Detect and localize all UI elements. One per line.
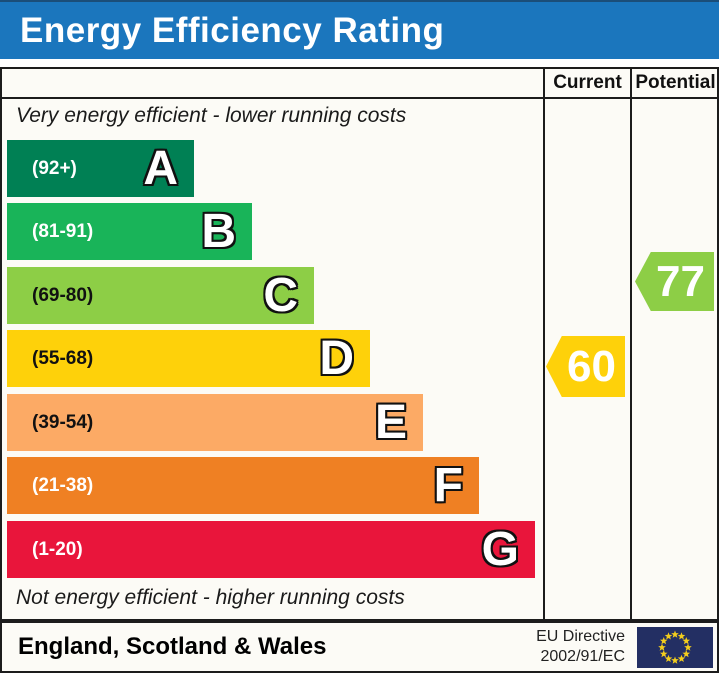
- eu-directive-label: EU Directive 2002/91/EC: [536, 623, 625, 671]
- band-c-letter: C: [263, 268, 298, 322]
- band-c: (69-80) C: [7, 267, 314, 324]
- band-f: (21-38) F: [7, 457, 479, 514]
- eu-directive-line1: EU Directive: [536, 628, 625, 645]
- column-divider-potential: [630, 67, 632, 621]
- header-row-divider: [0, 97, 719, 99]
- band-e: (39-54) E: [7, 394, 423, 451]
- band-d-range: (55-68): [32, 347, 94, 369]
- footer-bar: England, Scotland & Wales EU Directive 2…: [0, 621, 719, 673]
- band-d-letter: D: [319, 331, 354, 385]
- note-not-efficient: Not energy efficient - higher running co…: [16, 586, 405, 609]
- band-g-letter: G: [481, 522, 519, 576]
- band-f-letter: F: [433, 458, 463, 512]
- current-rating-value: 60: [567, 341, 616, 391]
- band-a-letter: A: [143, 141, 178, 195]
- potential-rating-value: 77: [656, 256, 705, 306]
- band-a: (92+) A: [7, 140, 194, 197]
- title-banner: Energy Efficiency Rating: [0, 0, 719, 59]
- band-b-range: (81-91): [32, 220, 94, 242]
- band-e-letter: E: [374, 395, 407, 449]
- band-g: (1-20) G: [7, 521, 535, 578]
- band-e-range: (39-54): [32, 411, 94, 433]
- band-g-range: (1-20): [32, 538, 83, 560]
- eu-directive-line2: 2002/91/EC: [540, 648, 625, 665]
- band-b-letter: B: [201, 204, 236, 258]
- band-d: (55-68) D: [7, 330, 370, 387]
- current-rating-arrow: 60: [546, 336, 625, 397]
- band-b: (81-91) B: [7, 203, 252, 260]
- eu-flag-icon: [637, 627, 713, 668]
- band-a-range: (92+): [32, 157, 77, 179]
- column-header-potential: Potential: [635, 71, 716, 93]
- column-header-current: Current: [553, 71, 622, 93]
- column-divider-current: [543, 67, 545, 621]
- note-very-efficient: Very energy efficient - lower running co…: [16, 104, 407, 127]
- potential-rating-arrow: 77: [635, 252, 714, 311]
- band-f-range: (21-38): [32, 474, 94, 496]
- chart-title: Energy Efficiency Rating: [20, 10, 445, 50]
- band-c-range: (69-80): [32, 284, 94, 306]
- footer-region-label: England, Scotland & Wales: [18, 633, 327, 660]
